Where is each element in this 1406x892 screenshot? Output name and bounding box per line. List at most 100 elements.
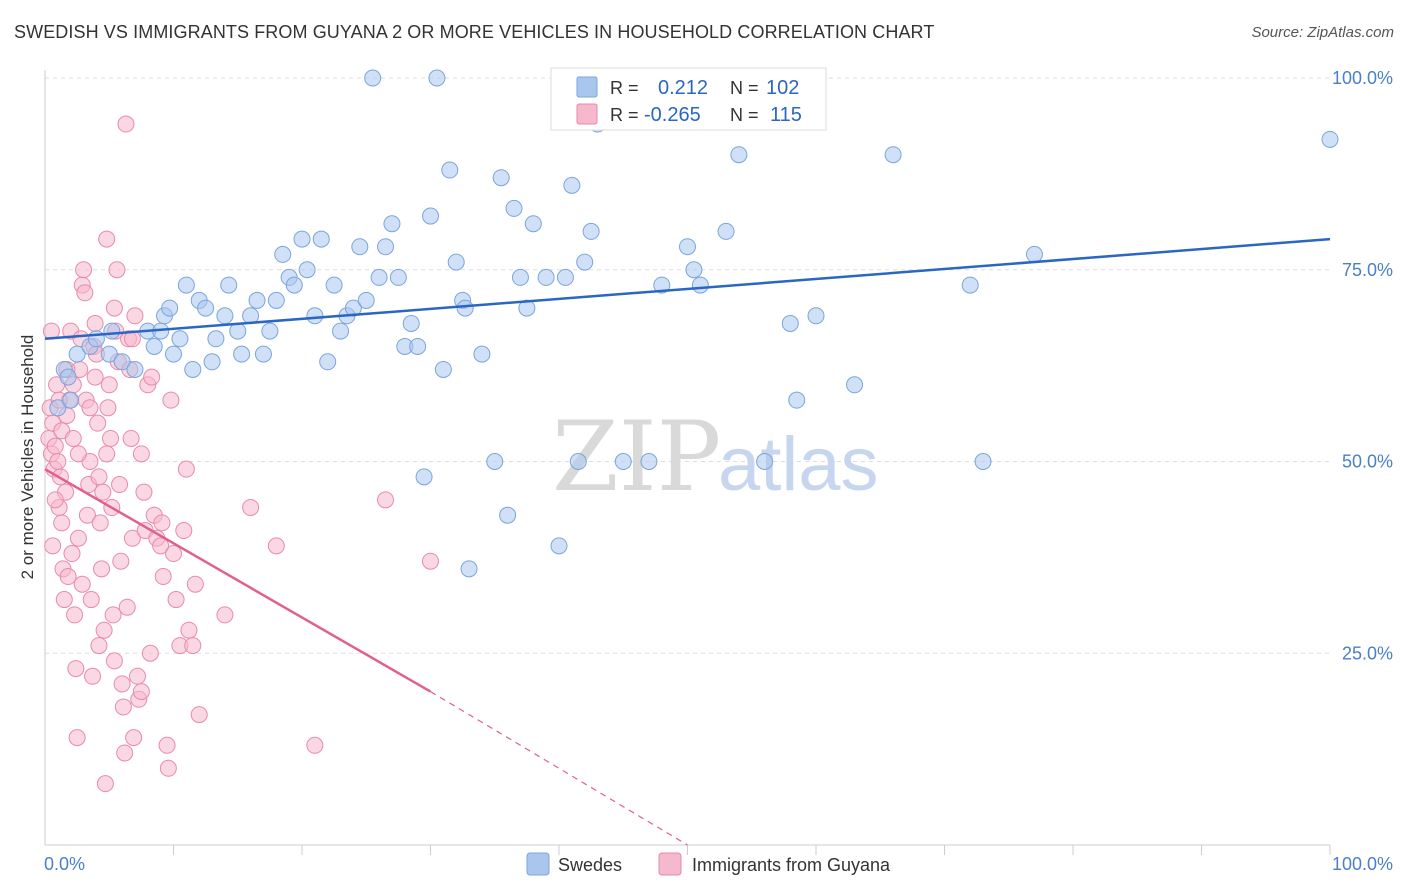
series-legend: Swedes Immigrants from Guyana bbox=[526, 852, 891, 876]
data-point bbox=[248, 291, 266, 309]
data-point bbox=[108, 261, 126, 279]
data-point bbox=[505, 199, 523, 217]
data-point bbox=[422, 552, 439, 570]
data-point bbox=[441, 161, 459, 179]
data-point bbox=[569, 453, 587, 470]
data-point bbox=[81, 399, 99, 417]
data-point bbox=[685, 261, 703, 279]
watermark: ZIP atlas bbox=[552, 401, 879, 513]
data-point bbox=[274, 245, 292, 263]
data-point bbox=[113, 675, 131, 693]
y-tick-labels: 25.0% 50.0% 75.0% 100.0% bbox=[1332, 68, 1393, 663]
data-point bbox=[781, 314, 799, 332]
watermark-atlas: atlas bbox=[718, 422, 879, 507]
data-point bbox=[76, 284, 94, 302]
data-point bbox=[69, 445, 87, 463]
data-point bbox=[73, 575, 91, 593]
data-point bbox=[141, 644, 159, 662]
data-point bbox=[171, 330, 189, 348]
stats-n-value-guyana: 115 bbox=[770, 104, 802, 126]
y-tick-label: 75.0% bbox=[1342, 260, 1393, 280]
data-point bbox=[233, 345, 251, 363]
data-point bbox=[524, 215, 542, 233]
data-point bbox=[556, 268, 574, 286]
legend-swatch-swedes bbox=[526, 852, 550, 876]
data-point bbox=[884, 146, 902, 164]
stats-swatch-swedes bbox=[576, 76, 598, 98]
data-point bbox=[104, 606, 122, 624]
data-point bbox=[364, 69, 382, 87]
data-point bbox=[158, 736, 176, 754]
x-tick-labels: 0.0% 100.0% bbox=[44, 854, 1393, 874]
data-point bbox=[100, 376, 118, 394]
data-point bbox=[49, 399, 67, 417]
data-point bbox=[261, 322, 279, 340]
data-point bbox=[100, 345, 118, 363]
data-point bbox=[95, 621, 113, 639]
data-point bbox=[129, 667, 147, 685]
data-point bbox=[357, 291, 375, 309]
data-point bbox=[46, 491, 64, 509]
legend-swatch-guyana bbox=[658, 852, 682, 876]
data-point bbox=[62, 391, 80, 409]
data-point bbox=[293, 230, 311, 248]
trend-line-guyana bbox=[44, 468, 432, 693]
data-point bbox=[422, 207, 439, 225]
data-point bbox=[267, 291, 285, 309]
data-point bbox=[730, 146, 748, 164]
data-point bbox=[98, 445, 116, 463]
data-point bbox=[162, 391, 180, 409]
data-point bbox=[46, 437, 64, 455]
x-tick-label: 100.0% bbox=[1332, 854, 1393, 874]
stats-n-value-swedes: 102 bbox=[766, 77, 799, 99]
data-point bbox=[717, 222, 735, 240]
data-point bbox=[184, 360, 202, 378]
data-point bbox=[90, 468, 108, 486]
stats-n-label-guyana: N = bbox=[730, 105, 759, 125]
series-guyana-points bbox=[40, 115, 439, 793]
trend-line-guyana-extrapolated bbox=[430, 691, 688, 846]
y-tick-label: 100.0% bbox=[1332, 68, 1393, 88]
source-credit: Source: ZipAtlas.com bbox=[1251, 24, 1394, 41]
data-point bbox=[122, 429, 140, 447]
data-point bbox=[165, 545, 182, 563]
data-point bbox=[53, 514, 71, 532]
data-point bbox=[103, 322, 121, 340]
data-point bbox=[550, 537, 568, 555]
data-point bbox=[91, 514, 109, 532]
data-point bbox=[961, 276, 979, 294]
data-point bbox=[116, 744, 134, 762]
data-point bbox=[242, 499, 260, 517]
data-point bbox=[679, 238, 696, 256]
stats-n-label-swedes: N = bbox=[730, 78, 759, 98]
data-point bbox=[653, 276, 671, 294]
data-point bbox=[377, 238, 395, 256]
data-point bbox=[59, 368, 77, 386]
data-point bbox=[788, 391, 806, 409]
data-point bbox=[207, 330, 225, 348]
data-point bbox=[143, 368, 161, 386]
data-point bbox=[145, 337, 163, 355]
data-point bbox=[175, 522, 193, 540]
y-axis-title: 2 or more Vehicles in Household bbox=[18, 335, 37, 580]
data-point bbox=[68, 345, 86, 363]
data-point bbox=[118, 598, 136, 616]
y-tick-label: 25.0% bbox=[1342, 643, 1393, 663]
data-point bbox=[102, 429, 120, 447]
data-point bbox=[113, 353, 131, 371]
data-point bbox=[640, 453, 658, 470]
data-point bbox=[69, 529, 87, 547]
data-point bbox=[159, 759, 177, 777]
data-point bbox=[409, 337, 427, 355]
data-point bbox=[67, 660, 85, 678]
data-point bbox=[105, 299, 123, 317]
data-point bbox=[846, 376, 864, 394]
data-point bbox=[216, 606, 234, 624]
data-point bbox=[756, 453, 774, 470]
data-point bbox=[1025, 245, 1043, 263]
stats-swatch-guyana bbox=[576, 103, 598, 125]
data-point bbox=[306, 736, 324, 754]
data-point bbox=[89, 414, 107, 432]
chart-title: SWEDISH VS IMMIGRANTS FROM GUYANA 2 OR M… bbox=[14, 22, 935, 42]
